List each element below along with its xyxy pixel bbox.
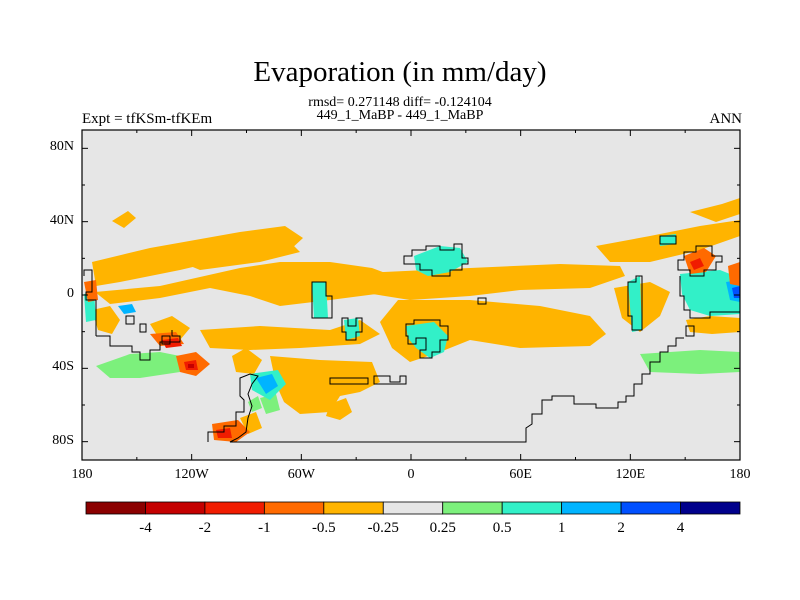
colorbar-swatch bbox=[145, 501, 206, 515]
x-tick-label: 60W bbox=[287, 467, 315, 482]
colorbar-label: 1 bbox=[557, 520, 566, 536]
colorbar-swatch bbox=[680, 501, 741, 515]
x-tick-label: 180 bbox=[729, 467, 751, 482]
colorbar-swatch bbox=[382, 501, 444, 515]
colorbar-label: -4 bbox=[139, 520, 152, 536]
chart-title: Evaporation (in mm/day) bbox=[253, 56, 547, 88]
land-outlines bbox=[83, 235, 740, 443]
colorbar-label: -2 bbox=[198, 520, 212, 536]
colorbar-swatch bbox=[501, 501, 563, 515]
stats-line: rmsd= 0.271148 diff= -0.124104 bbox=[308, 95, 492, 110]
colorbar-label: -0.25 bbox=[367, 520, 399, 536]
colorbar-label: 4 bbox=[676, 520, 685, 536]
experiment-label: Expt = tfKSm-tfKEm bbox=[82, 111, 213, 127]
colorbar-label: 2 bbox=[617, 520, 625, 536]
x-tick-label: 60E bbox=[509, 467, 532, 482]
colorbar-label: 0.5 bbox=[492, 520, 512, 536]
x-tick-label: 120W bbox=[174, 467, 209, 482]
y-tick-label: 0 bbox=[67, 286, 74, 301]
y-tick-label: 40S bbox=[52, 359, 74, 375]
y-tick-label: 80N bbox=[49, 139, 74, 155]
colorbar-label: 0.25 bbox=[429, 520, 456, 536]
colorbar-swatch bbox=[85, 501, 146, 515]
colorbar-label: -1 bbox=[258, 520, 271, 536]
colorbar-swatch bbox=[263, 501, 325, 515]
x-tick-label: 0 bbox=[407, 467, 415, 482]
cases-line: 449_1_MaBP - 449_1_MaBP bbox=[316, 108, 484, 123]
colorbar-swatch bbox=[561, 501, 622, 515]
colorbar bbox=[85, 501, 741, 515]
x-tick-label: 180 bbox=[71, 467, 93, 482]
season-label: ANN bbox=[709, 111, 743, 127]
x-tick-label: 120E bbox=[615, 467, 646, 482]
positive-small-regions bbox=[96, 350, 740, 414]
positive-large-regions bbox=[118, 280, 740, 394]
colorbar-swatch bbox=[204, 501, 265, 515]
map-ticks bbox=[81, 130, 741, 460]
y-tick-label: 40N bbox=[49, 212, 74, 228]
colorbar-swatch bbox=[323, 501, 384, 515]
colorbar-label: -0.5 bbox=[311, 520, 336, 536]
y-tick-label: 80S bbox=[52, 432, 74, 448]
colorbar-swatch bbox=[442, 501, 503, 515]
colorbar-swatch bbox=[620, 501, 681, 515]
